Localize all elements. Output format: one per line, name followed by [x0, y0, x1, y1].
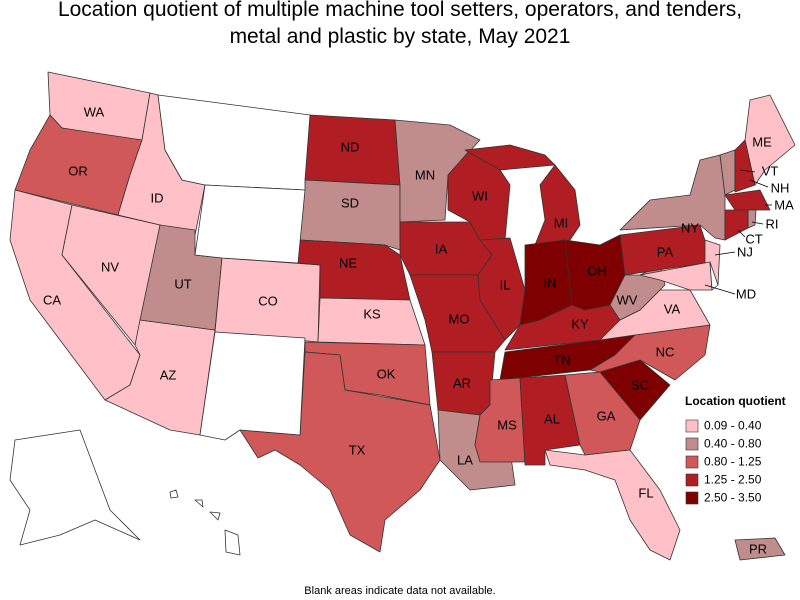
state-labels: WA OR CA ID NV AZ UT CO ND SD NE KS OK T… — [43, 104, 794, 556]
state — [394, 119, 481, 223]
legend-swatch — [685, 491, 699, 505]
state-label: MI — [554, 215, 568, 230]
legend-title: Location quotient — [685, 394, 786, 408]
state-label: VA — [664, 301, 681, 316]
state-label: MS — [497, 417, 517, 432]
legend-label: 0.40 - 0.80 — [704, 437, 762, 451]
state-label: KY — [571, 316, 589, 331]
state-label: CT — [745, 231, 762, 246]
state-label: GA — [597, 408, 616, 423]
state-label: NE — [339, 255, 357, 270]
state — [544, 449, 681, 561]
state — [317, 297, 426, 346]
state-label: LA — [457, 452, 473, 467]
legend-label: 2.50 - 3.50 — [704, 491, 762, 505]
state-no-data — [169, 489, 241, 556]
state-label: SD — [341, 195, 359, 210]
state-label: ID — [151, 190, 164, 205]
state — [239, 351, 441, 553]
state-no-data — [199, 331, 306, 441]
states — [9, 71, 796, 561]
state-label: TX — [349, 442, 366, 457]
state-label: CA — [43, 292, 61, 307]
legend-label: 0.80 - 1.25 — [704, 455, 762, 469]
state-label: SC — [631, 377, 649, 392]
title-line: metal and plastic by state, May 2021 — [230, 25, 571, 48]
legend-swatch — [685, 437, 699, 451]
state — [639, 261, 713, 291]
state-label: OK — [377, 366, 396, 381]
state-label: NC — [656, 344, 675, 359]
state-label: IL — [500, 277, 511, 292]
state-label: IN — [544, 275, 557, 290]
legend-swatch — [685, 419, 699, 433]
legend-swatch — [685, 455, 699, 469]
legend-label: 0.09 - 0.40 — [704, 419, 762, 433]
state — [589, 324, 711, 381]
state — [464, 144, 581, 246]
state-label: AL — [544, 411, 560, 426]
state-label: MD — [736, 286, 756, 301]
state-label: VT — [762, 163, 779, 178]
state — [724, 209, 749, 241]
title-line: Location quotient of multiple machine to… — [58, 0, 742, 21]
state-label: MA — [774, 197, 794, 212]
state-label: NV — [101, 259, 119, 274]
state — [724, 189, 771, 211]
legend: Location quotient 0.09 - 0.40 0.40 - 0.80… — [685, 394, 786, 505]
state-label: CO — [258, 293, 278, 308]
state — [619, 154, 726, 241]
state-label: MO — [449, 311, 470, 326]
state-label: NH — [771, 180, 790, 195]
state — [747, 209, 757, 229]
state-label: NY — [681, 220, 699, 235]
state-no-data — [9, 429, 141, 546]
state-label: KS — [363, 306, 381, 321]
state-label: NJ — [737, 244, 753, 259]
state-label: TN — [553, 352, 570, 367]
map-title: Location quotient of multiple machine to… — [58, 0, 742, 48]
state — [734, 537, 786, 561]
state-label: UT — [174, 276, 191, 291]
footnote: Blank areas indicate data not available. — [304, 585, 495, 597]
state-label: RI — [766, 216, 779, 231]
state-label: PR — [749, 541, 767, 556]
state-no-data — [157, 94, 311, 191]
legend-label: 1.25 - 2.50 — [704, 473, 762, 487]
leaders — [704, 169, 772, 295]
state-label: IA — [435, 241, 448, 256]
state — [477, 237, 526, 341]
state-label: ND — [341, 139, 360, 154]
state-label: FL — [638, 485, 653, 500]
state-label: ME — [752, 134, 772, 149]
state-label: AR — [453, 375, 471, 390]
legend-swatch — [685, 473, 699, 487]
state-label: OR — [68, 163, 88, 178]
state-label: AZ — [160, 367, 177, 382]
state — [734, 139, 756, 193]
state-label: WA — [84, 104, 105, 119]
state-label: WV — [617, 292, 638, 307]
state-label: WI — [472, 188, 488, 203]
state-label: MN — [415, 167, 435, 182]
state-no-data — [194, 184, 306, 264]
state-label: OH — [587, 263, 607, 278]
state-no-data — [709, 261, 719, 291]
state — [299, 179, 401, 251]
state-label: PA — [657, 244, 674, 259]
